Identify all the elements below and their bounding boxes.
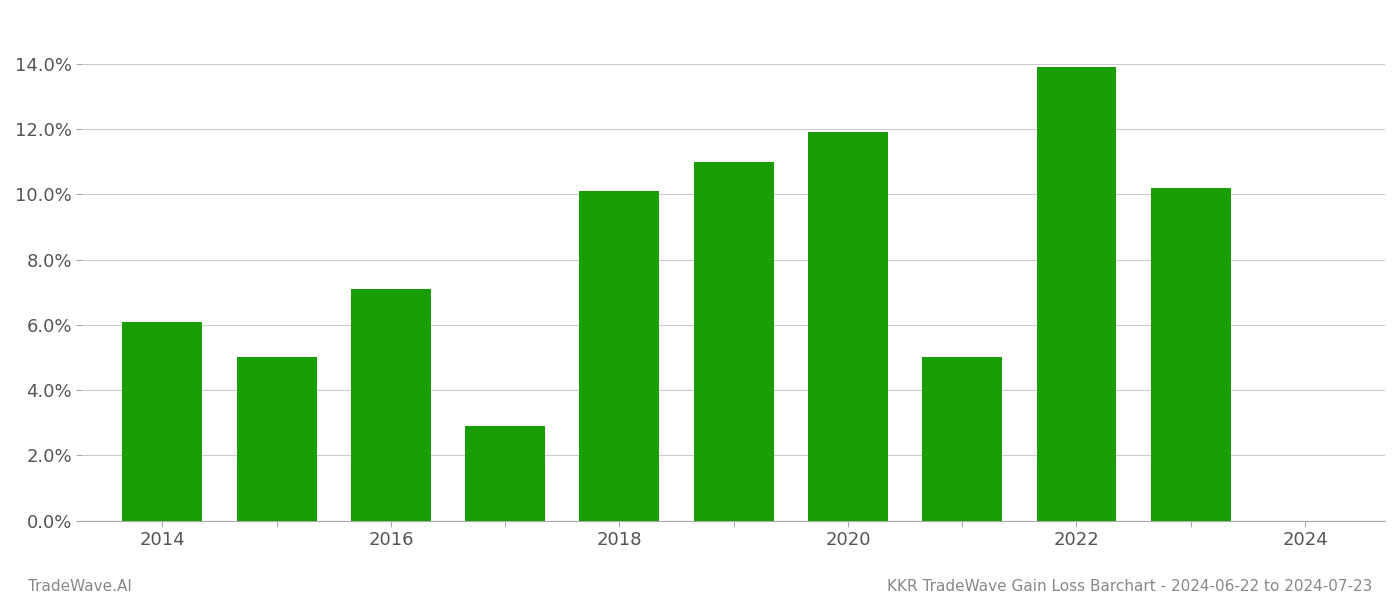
Bar bbox=[1036, 67, 1116, 521]
Bar bbox=[122, 322, 203, 521]
Bar bbox=[808, 133, 888, 521]
Bar bbox=[237, 358, 316, 521]
Text: TradeWave.AI: TradeWave.AI bbox=[28, 579, 132, 594]
Bar bbox=[351, 289, 431, 521]
Bar bbox=[694, 162, 774, 521]
Bar bbox=[923, 358, 1002, 521]
Bar bbox=[1151, 188, 1231, 521]
Bar bbox=[580, 191, 659, 521]
Text: KKR TradeWave Gain Loss Barchart - 2024-06-22 to 2024-07-23: KKR TradeWave Gain Loss Barchart - 2024-… bbox=[886, 579, 1372, 594]
Bar bbox=[465, 426, 545, 521]
